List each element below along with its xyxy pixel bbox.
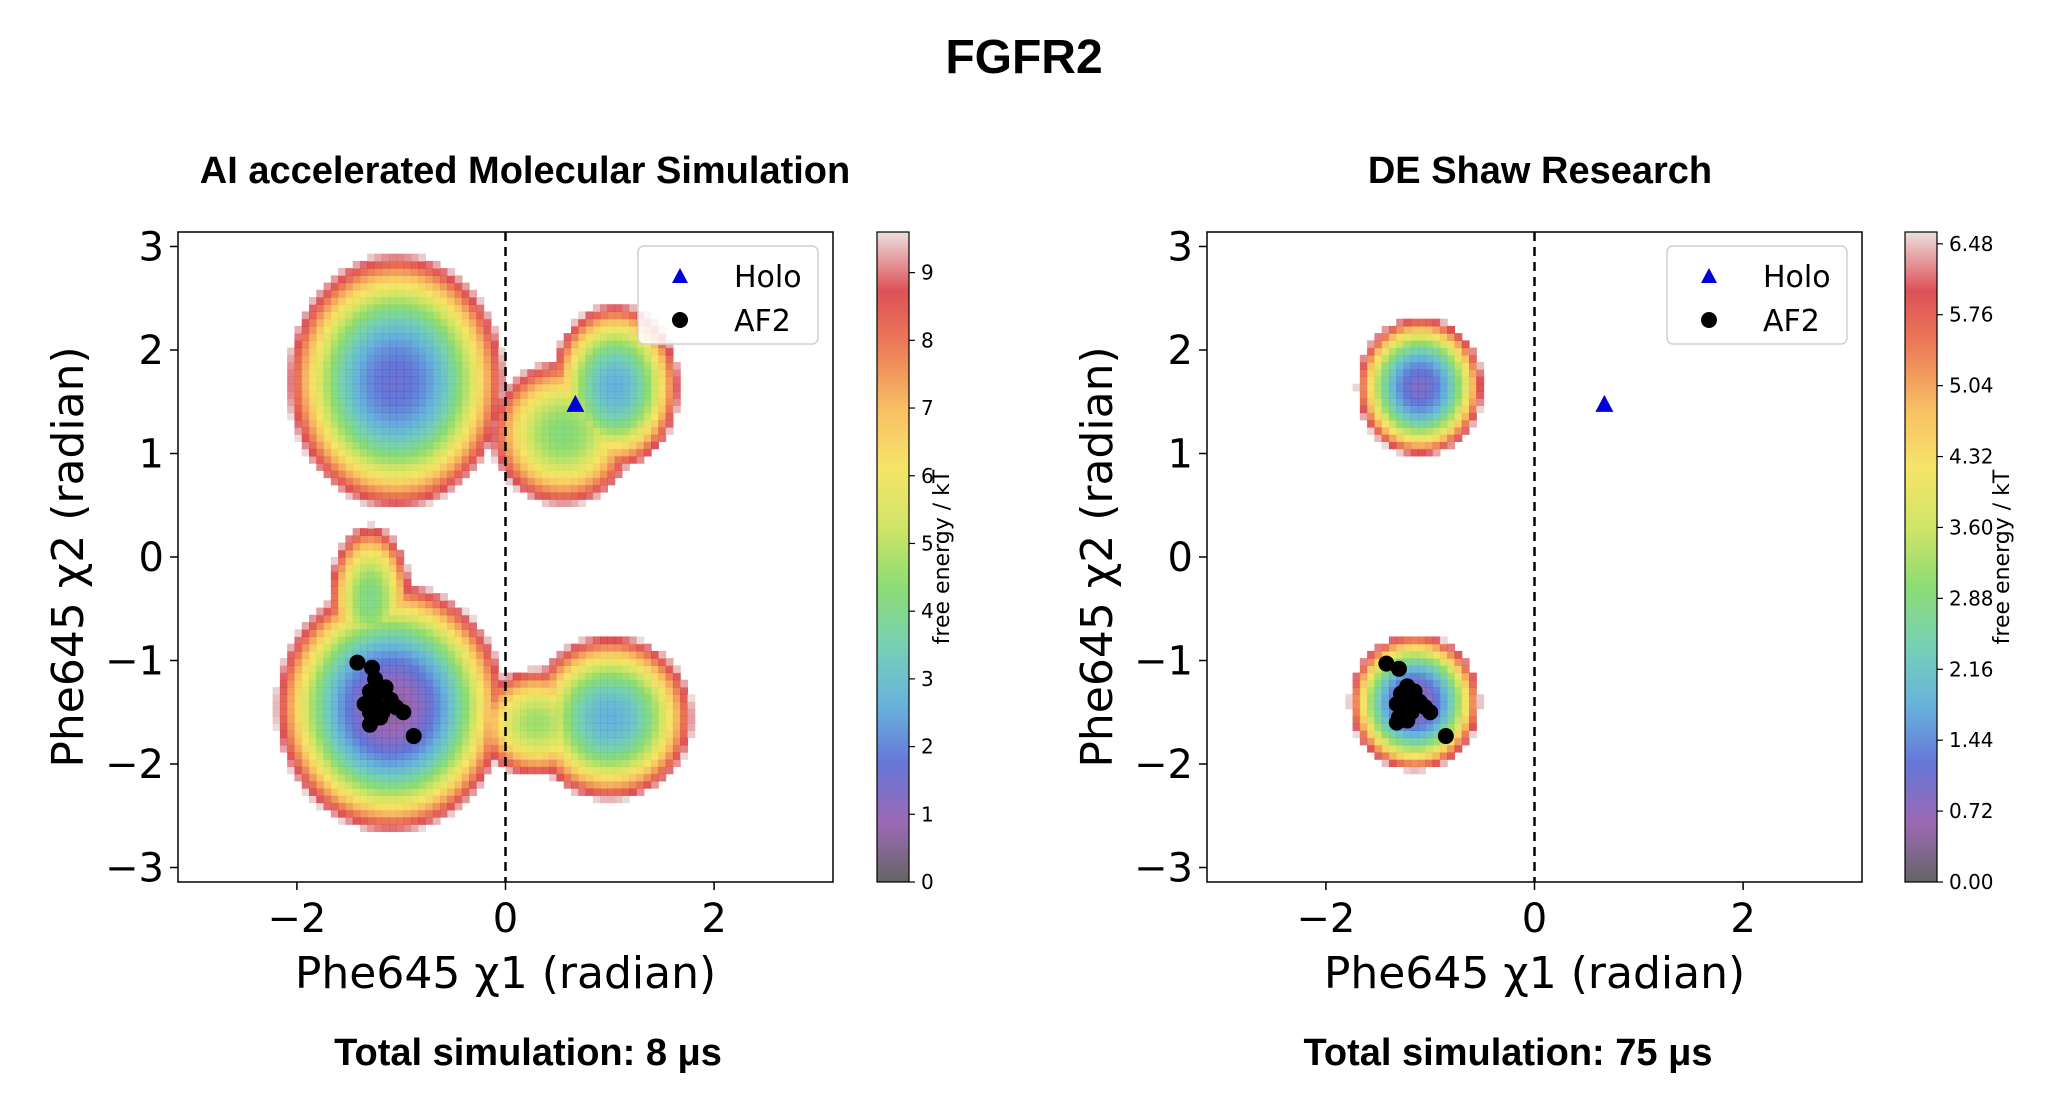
colorbar-tick-label: 2 bbox=[921, 735, 934, 759]
colorbar-tick-label: 0 bbox=[921, 870, 934, 894]
x-tick-label: 2 bbox=[1730, 896, 1755, 942]
af2-point bbox=[405, 728, 422, 745]
x-axis-label: Phe645 χ1 (radian) bbox=[295, 948, 716, 999]
colorbar-tick-label: 6 bbox=[921, 464, 934, 488]
panel-left: −2 0 2 3 2 1 0 −1 −2 −3 Phe645 χ1 (radian) Phe645 χ… bbox=[43, 224, 955, 999]
colorbar-tick-label: 0.00 bbox=[1949, 870, 1994, 894]
y-tick-label: −1 bbox=[1134, 639, 1193, 685]
y-tick-label: 3 bbox=[1168, 224, 1193, 270]
af2-point bbox=[1437, 728, 1454, 745]
colorbar-tick-label: 5 bbox=[921, 531, 934, 555]
legend-holo-label: Holo bbox=[734, 260, 802, 295]
legend-af2-marker bbox=[672, 312, 688, 328]
y-tick-label: 0 bbox=[139, 535, 164, 581]
y-tick-label: 3 bbox=[139, 224, 164, 270]
legend-af2-label: AF2 bbox=[1763, 304, 1820, 339]
colorbar-tick-label: 4 bbox=[921, 599, 934, 623]
colorbar-tick-label: 1 bbox=[921, 802, 934, 826]
free-energy-heatmap bbox=[272, 253, 696, 833]
y-tick-label: 2 bbox=[139, 328, 164, 374]
y-tick-label: −2 bbox=[1134, 742, 1193, 788]
colorbar-tick-label: 1.44 bbox=[1949, 728, 1994, 752]
legend-holo-marker bbox=[1701, 268, 1717, 283]
af2-point bbox=[349, 654, 366, 671]
y-tick-label: −3 bbox=[105, 846, 164, 892]
y-axis-label: Phe645 χ2 (radian) bbox=[1072, 346, 1123, 767]
colorbar bbox=[1904, 231, 1938, 883]
colorbar-tick-label: 5.76 bbox=[1949, 303, 1994, 327]
legend-af2-marker bbox=[1701, 312, 1717, 328]
legend-af2-label: AF2 bbox=[734, 304, 791, 339]
x-tick-label: −2 bbox=[267, 896, 326, 942]
colorbar-tick-label: 0.72 bbox=[1949, 799, 1994, 823]
holo-marker bbox=[1595, 394, 1614, 412]
x-tick-label: 0 bbox=[1522, 896, 1547, 942]
colorbar-tick-label: 4.32 bbox=[1949, 445, 1994, 469]
colorbar-tick-label: 6.48 bbox=[1949, 232, 1994, 256]
y-tick-label: −3 bbox=[1134, 846, 1193, 892]
af2-point bbox=[1378, 655, 1395, 672]
colorbar-tick-label: 9 bbox=[921, 261, 934, 285]
colorbar-label: free energy / kT bbox=[930, 469, 955, 644]
colorbar-tick-label: 3.60 bbox=[1949, 515, 1994, 539]
right-panel-title: DE Shaw Research bbox=[1367, 150, 1713, 192]
colorbar-tick-label: 5.04 bbox=[1949, 374, 1994, 398]
legend-holo-label: Holo bbox=[1763, 260, 1831, 295]
af2-point bbox=[395, 704, 412, 721]
y-tick-label: −1 bbox=[105, 639, 164, 685]
figure-title: FGFR2 bbox=[945, 31, 1103, 84]
right-footer-caption: Total simulation: 75 μs bbox=[1303, 1032, 1713, 1074]
holo-marker bbox=[566, 394, 585, 412]
x-tick-label: −2 bbox=[1296, 896, 1355, 942]
y-tick-label: 2 bbox=[1168, 328, 1193, 374]
colorbar-label: free energy / kT bbox=[1990, 469, 2015, 644]
x-tick-label: 2 bbox=[701, 896, 726, 942]
af2-point bbox=[1390, 660, 1407, 677]
panel-right: −2 0 2 3 2 1 0 −1 −2 −3 Phe645 χ1 (radian) Phe645 χ… bbox=[1072, 224, 2015, 999]
y-axis-label: Phe645 χ2 (radian) bbox=[43, 346, 94, 767]
x-tick-label: 0 bbox=[493, 896, 518, 942]
colorbar-tick-label: 2.88 bbox=[1949, 586, 1994, 610]
y-tick-label: 0 bbox=[1168, 535, 1193, 581]
af2-point bbox=[377, 679, 394, 696]
left-footer-caption: Total simulation: 8 μs bbox=[334, 1032, 722, 1074]
colorbar-tick-label: 7 bbox=[921, 396, 934, 420]
af2-point bbox=[1422, 704, 1439, 721]
af2-point bbox=[1388, 714, 1405, 731]
y-tick-label: 1 bbox=[1168, 431, 1193, 477]
af2-point bbox=[361, 716, 378, 733]
colorbar-tick-label: 2.16 bbox=[1949, 657, 1994, 681]
legend-holo-marker bbox=[672, 268, 688, 283]
y-tick-label: 1 bbox=[139, 431, 164, 477]
left-panel-title: AI accelerated Molecular Simulation bbox=[199, 150, 851, 192]
x-axis-label: Phe645 χ1 (radian) bbox=[1324, 948, 1745, 999]
colorbar bbox=[876, 231, 910, 883]
y-tick-label: −2 bbox=[105, 742, 164, 788]
colorbar-tick-label: 8 bbox=[921, 328, 934, 352]
colorbar-tick-label: 3 bbox=[921, 667, 934, 691]
